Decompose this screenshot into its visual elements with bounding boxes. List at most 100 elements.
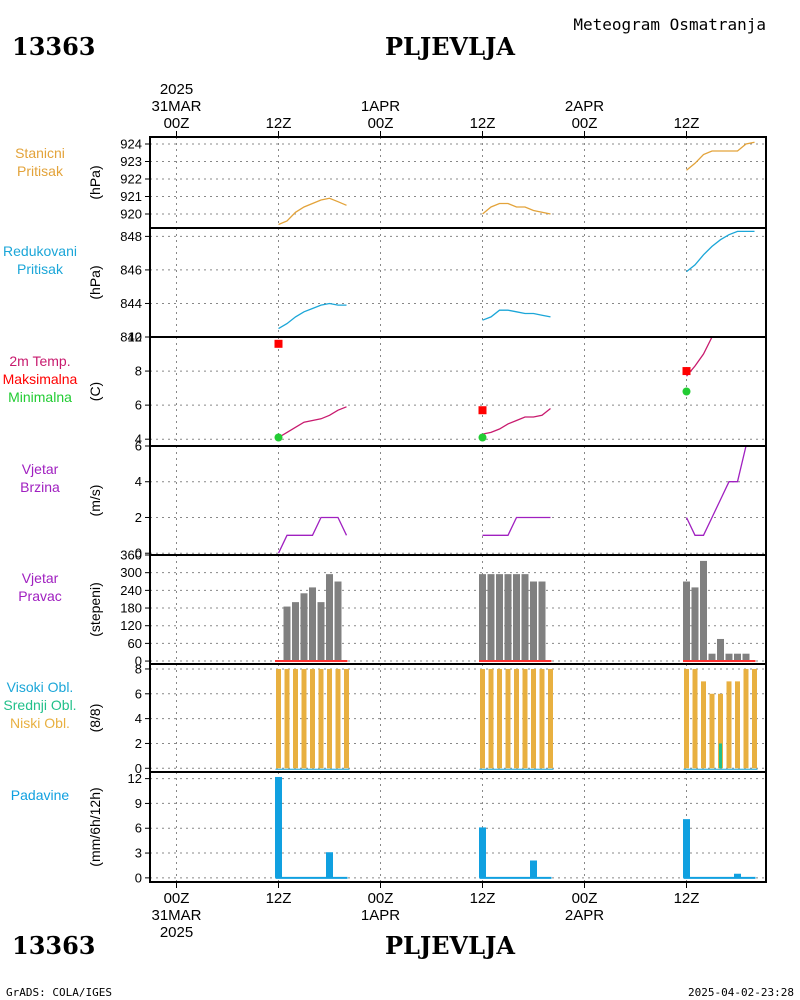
wind-dir-bar-2-0 — [683, 581, 690, 662]
panel-label-2-1: Maksimalna — [3, 371, 78, 387]
low-cloud-bar-0-6 — [327, 668, 332, 769]
series-line-3-2 — [685, 445, 755, 536]
series-line-0-0 — [278, 197, 347, 226]
y-tick-label: 844 — [120, 296, 142, 311]
panel-label-0-0: Stanicni — [15, 145, 65, 161]
y-tick-label: 842 — [120, 330, 142, 345]
wind-dir-bar-2-1 — [691, 587, 699, 662]
y-axis-label-6: (mm/6h/12h) — [87, 787, 103, 866]
bottom-time-label-2-0: 00Z — [368, 890, 394, 907]
max-temp-marker-2 — [682, 367, 691, 376]
y-tick-label: 4 — [135, 474, 142, 489]
panel-frame-3 — [149, 445, 767, 556]
wind-dir-bar-2-4 — [717, 638, 724, 662]
low-cloud-bar-1-5 — [522, 668, 528, 769]
plot-area: 924923922921920(hPa)StanicniPritisak8488… — [3, 81, 767, 941]
wind-dir-bar-2-7 — [742, 653, 750, 662]
bottom-time-label-4-1: 2APR — [565, 907, 604, 924]
panel-frame-4 — [149, 554, 767, 665]
low-cloud-bar-0-3 — [301, 668, 307, 769]
y-tick-label: 0 — [135, 870, 142, 885]
series-line-2-2 — [686, 336, 713, 377]
low-cloud-bar-1-4 — [514, 668, 519, 769]
y-tick-label: 60 — [128, 636, 142, 651]
panel-frame-2 — [149, 336, 767, 447]
top-time-label-4-0: 2APR — [565, 98, 604, 115]
panel-label-0-1: Pritisak — [17, 163, 64, 179]
y-axis-label-0: (hPa) — [87, 165, 103, 199]
wind-dir-bar-1-2 — [496, 574, 503, 662]
wind-dir-bar-2-5 — [725, 653, 733, 662]
top-time-label-2-1: 00Z — [368, 115, 394, 132]
wind-dir-bar-0-7 — [334, 581, 342, 662]
footer-timestamp: 2025-04-02-23:28 — [688, 986, 794, 999]
y-tick-label: 9 — [135, 796, 142, 811]
wind-dir-bar-0-3 — [300, 593, 308, 662]
y-axis-label-1: (hPa) — [87, 265, 103, 299]
y-tick-label: 300 — [120, 565, 142, 580]
top-time-label-0-0: 2025 — [160, 81, 193, 98]
low-cloud-bar-0-5 — [318, 668, 324, 769]
wind-dir-bar-1-0 — [479, 574, 486, 662]
low-cloud-bar-0-1 — [284, 668, 290, 769]
max-temp-marker-1 — [478, 406, 487, 415]
series-line-2-1 — [482, 407, 551, 435]
station-name-top: PLJEVLJA — [385, 32, 515, 61]
wind-dir-bar-2-6 — [734, 653, 741, 662]
y-tick-label: 6 — [135, 821, 142, 836]
y-tick-label: 846 — [120, 262, 142, 277]
min-temp-marker-1 — [478, 433, 487, 442]
top-time-label-0-2: 00Z — [164, 115, 190, 132]
low-cloud-bar-0-4 — [310, 668, 315, 769]
series-line-2-0 — [278, 406, 347, 439]
y-tick-label: 120 — [120, 618, 142, 633]
low-cloud-bar-2-4 — [718, 693, 723, 769]
y-tick-label: 848 — [120, 229, 142, 244]
y-tick-label: 0 — [135, 654, 142, 669]
panel-label-4-0: Vjetar — [22, 570, 59, 586]
precip-bar-0-6 — [326, 852, 333, 878]
wind-dir-bar-1-4 — [513, 574, 520, 662]
series-line-0-1 — [482, 202, 551, 215]
low-cloud-bar-2-5 — [726, 681, 732, 769]
y-tick-label: 922 — [120, 172, 142, 187]
bottom-time-label-0-0: 00Z — [164, 890, 190, 907]
wind-dir-bar-1-5 — [521, 574, 529, 662]
min-temp-marker-0 — [274, 433, 283, 442]
y-tick-label: 2 — [135, 736, 142, 751]
y-tick-label: 360 — [120, 548, 142, 563]
bottom-time-label-1-0: 12Z — [266, 890, 292, 907]
y-tick-label: 180 — [120, 601, 142, 616]
low-cloud-bar-1-0 — [480, 668, 485, 769]
wind-dir-bar-1-7 — [538, 581, 546, 662]
low-cloud-bar-2-6 — [735, 681, 740, 769]
low-cloud-bar-1-3 — [505, 668, 511, 769]
panel-label-4-1: Pravac — [18, 588, 62, 604]
bottom-time-label-4-0: 00Z — [572, 890, 598, 907]
station-id-bottom: 13363 — [12, 931, 96, 960]
panel-label-3-1: Brzina — [20, 479, 60, 495]
panel-label-5-0: Visoki Obl. — [7, 679, 74, 695]
y-axis-label-3: (m/s) — [87, 485, 103, 517]
wind-dir-bar-0-6 — [326, 574, 333, 662]
bottom-time-label-3-0: 12Z — [470, 890, 496, 907]
wind-dir-bar-2-2 — [700, 560, 707, 662]
low-cloud-bar-0-8 — [344, 668, 349, 769]
top-time-label-2-0: 1APR — [361, 98, 400, 115]
series-line-3-1 — [482, 516, 551, 536]
panel-label-3-0: Vjetar — [22, 461, 59, 477]
precip-bar-2-0 — [683, 819, 690, 878]
wind-dir-bar-1-6 — [530, 581, 537, 662]
panel-frame-6 — [149, 771, 767, 883]
y-tick-label: 921 — [120, 189, 142, 204]
precip-bar-2-6 — [734, 873, 741, 878]
y-tick-label: 924 — [120, 137, 142, 152]
y-tick-label: 10 — [128, 330, 142, 345]
wind-dir-bar-1-3 — [504, 574, 512, 662]
y-axis-label-4: (stepeni) — [87, 582, 103, 636]
series-line-3-0 — [277, 516, 348, 554]
max-temp-marker-0 — [274, 339, 283, 348]
station-id-top: 13363 — [12, 32, 96, 61]
bottom-time-label-0-2: 2025 — [160, 924, 193, 941]
